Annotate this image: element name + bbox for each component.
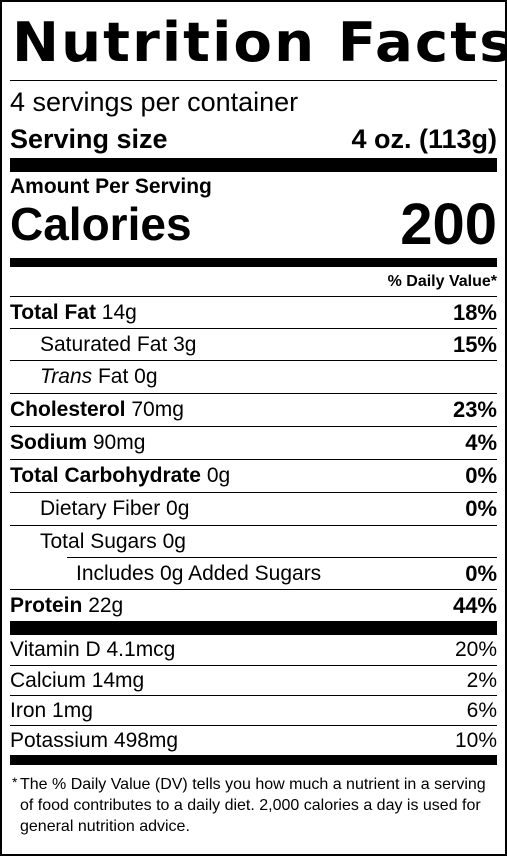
nutrient-amount: 3g <box>173 332 197 356</box>
vitamin-amount: 1mg <box>52 698 93 722</box>
vitamin-row-potassium: Potassium 498mg 10% <box>10 725 497 755</box>
nutrient-dv: 4% <box>465 429 497 455</box>
nutrient-name: Total Sugars <box>40 529 157 553</box>
nutrient-dv: 23% <box>452 396 497 422</box>
nutrient-row-total-carbohydrate: Total Carbohydrate 0g 0% <box>10 459 497 491</box>
nutrient-row-added-sugars: Includes 0g Added Sugars 0% <box>67 557 497 589</box>
nutrient-name-italic: Trans <box>40 364 93 388</box>
vitamin-name: Calcium <box>10 668 86 692</box>
nutrient-dv: 0% <box>465 462 497 488</box>
vitamin-name: Iron <box>10 698 47 722</box>
nutrient-row-dietary-fiber: Dietary Fiber 0g 0% <box>10 492 497 524</box>
servings-text: 4 servings per container <box>10 86 299 117</box>
calories-value: 200 <box>400 191 497 257</box>
nutrient-name: Cholesterol <box>10 397 126 421</box>
nutrient-amount: 70mg <box>131 397 184 421</box>
nutrient-row-protein: Protein 22g 44% <box>10 589 497 621</box>
nutrient-name: Dietary Fiber <box>40 496 161 520</box>
vitamin-amount: 14mg <box>91 668 145 692</box>
nutrient-amount: 14g <box>101 300 137 324</box>
nutrient-row-cholesterol: Cholesterol 70mg 23% <box>10 393 497 425</box>
vitamin-dv: 10% <box>454 728 497 752</box>
nutrient-name: Protein <box>10 593 83 617</box>
vitamin-name: Potassium <box>10 728 109 752</box>
nutrient-row-total-fat: Total Fat 14g 18% <box>10 296 497 328</box>
amount-per-serving: Amount Per Serving <box>10 174 497 200</box>
nutrient-name: Includes 0g Added Sugars <box>76 561 322 585</box>
nutrient-name: Fat <box>97 364 129 388</box>
servings-per-container: 4 servings per container <box>10 86 497 118</box>
nutrient-dv: 15% <box>452 331 497 357</box>
nutrient-row-trans-fat: Trans Fat 0g <box>10 360 497 392</box>
nutrient-amount: 22g <box>88 593 124 617</box>
serving-size-label: Serving size <box>10 123 168 154</box>
vitamin-name: Vitamin D <box>10 638 101 661</box>
vitamin-dv: 6% <box>466 698 497 722</box>
footnote-text: The % Daily Value (DV) tells you how muc… <box>20 776 486 835</box>
medium-divider <box>10 258 497 267</box>
nutrient-row-total-sugars: Total Sugars 0g <box>10 525 497 557</box>
nutrient-dv: 44% <box>452 592 497 618</box>
vitamin-row-vitamin-d: Vitamin D 4.1mcg 20% <box>10 635 497 665</box>
serving-size-row: Serving size 4 oz. (113g) <box>10 122 497 156</box>
nutrient-amount: 0g <box>134 364 158 388</box>
vitamin-amount: 4.1mcg <box>106 638 176 661</box>
nutrient-dv: 0% <box>465 560 497 586</box>
nutrient-dv: 0% <box>465 495 497 521</box>
nutrient-dv: 18% <box>452 299 497 325</box>
medium-divider <box>10 755 497 765</box>
nutrient-amount: 0g <box>166 496 190 520</box>
nutrient-amount: 90mg <box>92 430 146 454</box>
vitamin-amount: 498mg <box>113 728 179 752</box>
vitamin-dv: 20% <box>454 638 497 661</box>
calories-row: Calories 200 <box>10 191 497 257</box>
thick-divider <box>10 621 497 635</box>
daily-value-header: % Daily Value* <box>10 270 497 294</box>
nutrient-name: Total Fat <box>10 300 96 324</box>
nutrient-row-saturated-fat: Saturated Fat 3g 15% <box>10 328 497 360</box>
nutrient-amount: 0g <box>162 529 186 553</box>
amount-per-serving-text: Amount Per Serving <box>10 175 212 198</box>
nutrient-name: Saturated Fat <box>40 332 168 356</box>
nutrient-row-sodium: Sodium 90mg 4% <box>10 426 497 458</box>
thick-divider <box>10 158 497 172</box>
serving-size-value: 4 oz. (113g) <box>351 123 497 154</box>
nutrient-amount: 0g <box>206 463 231 487</box>
footnote-star: * <box>12 774 18 790</box>
nutrient-name: Sodium <box>10 430 87 454</box>
vitamin-dv: 2% <box>466 668 497 692</box>
label-title: Nutrition Facts <box>12 11 507 74</box>
vitamin-row-iron: Iron 1mg 6% <box>10 695 497 725</box>
vitamin-row-calcium: Calcium 14mg 2% <box>10 665 497 695</box>
daily-value-header-text: % Daily Value* <box>387 273 497 290</box>
calories-label: Calories <box>10 198 192 250</box>
divider <box>10 80 497 81</box>
nutrient-name: Total Carbohydrate <box>10 463 201 487</box>
footnote: * The % Daily Value (DV) tells you how m… <box>12 774 492 837</box>
